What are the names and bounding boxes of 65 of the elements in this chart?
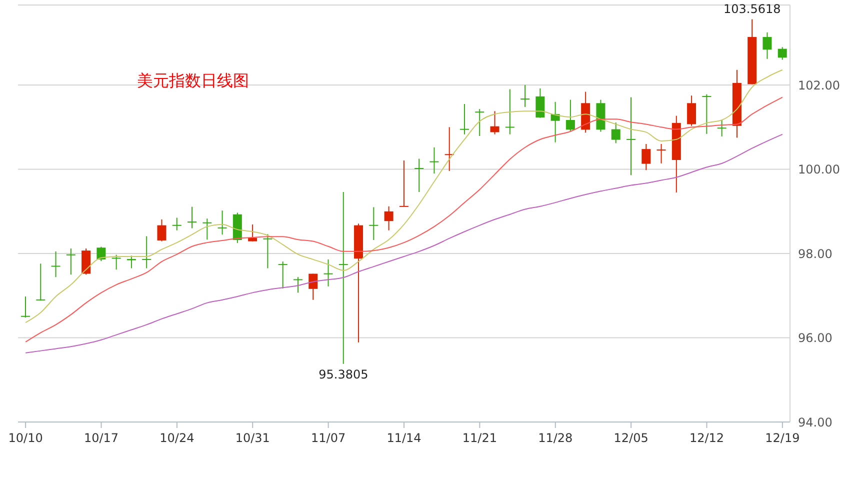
candlestick (263, 234, 272, 269)
line-series (25, 69, 783, 324)
x-tick-label: 10/10 (8, 431, 43, 445)
candlestick (642, 144, 651, 171)
candlestick (550, 101, 560, 143)
candlestick (126, 255, 136, 269)
candlestick (278, 261, 288, 289)
candlestick (142, 236, 152, 269)
candlestick (308, 273, 318, 300)
y-tick-label: 98.00 (798, 246, 832, 261)
line-series (25, 96, 783, 342)
candlestick (51, 250, 60, 278)
candlestick (218, 210, 227, 236)
candlestick (460, 103, 469, 135)
x-tick-label: 12/19 (765, 431, 800, 445)
candlestick (656, 144, 666, 164)
candlestick (520, 84, 530, 108)
candlestick (248, 224, 258, 242)
candlestick (702, 94, 712, 134)
x-tick-label: 12/12 (689, 431, 724, 445)
y-tick-label: 102.00 (798, 78, 840, 92)
candlestick (36, 263, 46, 302)
candlestick (490, 110, 500, 135)
candlestick (112, 254, 121, 270)
candlestick (293, 276, 302, 294)
y-tick-label: 100.00 (798, 162, 840, 177)
candlestick (66, 248, 76, 276)
candlestick (566, 99, 575, 132)
candlestick (188, 206, 197, 229)
y-tick-label: 94.00 (798, 415, 832, 430)
x-tick-label: 10/17 (84, 431, 119, 445)
candlestick (202, 218, 212, 240)
candlestick (687, 95, 696, 126)
candlestick (414, 158, 424, 193)
candlestick (505, 88, 514, 135)
x-tick-label: 12/05 (614, 431, 648, 445)
candlestick (717, 119, 726, 137)
candlestick (324, 258, 333, 287)
candlestick (778, 46, 787, 60)
candlestick (536, 88, 545, 118)
x-tick-label: 10/24 (160, 431, 194, 445)
y-tick-label: 96.00 (798, 331, 832, 346)
candlestick (384, 206, 394, 231)
line-series (25, 134, 783, 354)
candlestick (21, 296, 30, 318)
candlestick (172, 217, 182, 231)
candlestick (338, 192, 348, 364)
candlestick (430, 146, 439, 174)
candlestick (762, 32, 772, 60)
candlestick (82, 248, 91, 276)
annotation: 103.5618 (724, 2, 781, 16)
x-tick-label: 10/31 (235, 431, 270, 445)
x-tick-label: 11/14 (386, 431, 422, 445)
candlestick (626, 96, 636, 176)
candlestick (96, 246, 106, 262)
candlestick (399, 160, 408, 207)
candlestick (611, 122, 620, 144)
candlestick (475, 108, 484, 136)
candlestick (157, 218, 166, 242)
x-tick-label: 11/07 (311, 431, 346, 445)
candlestick (369, 206, 378, 241)
x-tick-label: 11/21 (462, 431, 497, 445)
annotation: 95.3805 (318, 367, 368, 382)
x-tick-label: 11/28 (538, 431, 573, 445)
text: 美元指数日线图 (137, 71, 249, 92)
